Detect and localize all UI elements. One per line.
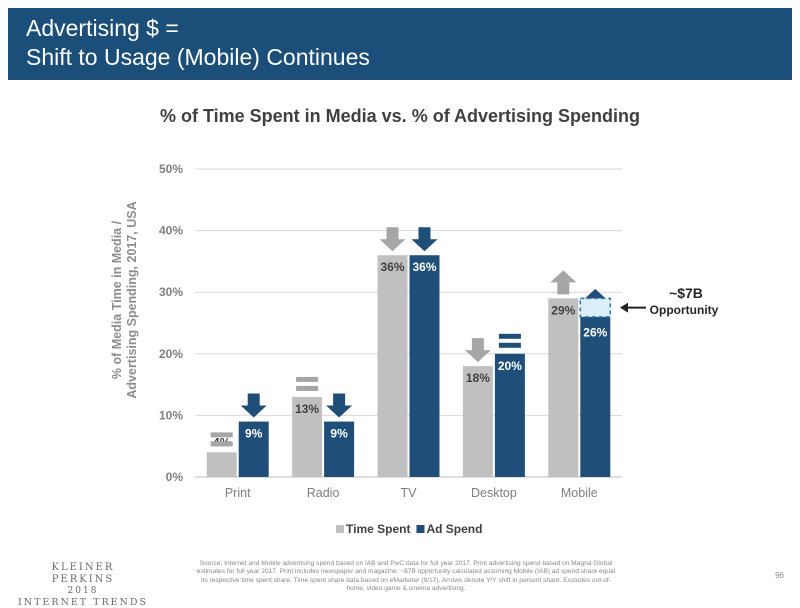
yoy-flat-icon-radio-time-spent-bar-1 xyxy=(296,376,319,382)
data-label-radio-ad-spend: 9% xyxy=(330,427,348,441)
legend-swatch-ad-spend xyxy=(416,525,425,533)
y-tick-label: 50% xyxy=(159,162,183,176)
x-tick-label: TV xyxy=(401,486,418,500)
logo-line-2: 2018 xyxy=(67,586,99,596)
legend-label-time-spent: Time Spent xyxy=(346,522,410,536)
bar-tv-time-spent xyxy=(377,255,408,477)
x-tick-label: Mobile xyxy=(561,486,598,500)
data-label-mobile-time-spent: 29% xyxy=(551,303,575,317)
yoy-flat-icon-desktop-ad-spend-bar-2 xyxy=(498,342,521,348)
y-axis-label-line-2: Advertising Spending, 2017, USA xyxy=(125,201,139,398)
slide-title-line-2: Shift to Usage (Mobile) Continues xyxy=(26,44,370,70)
bar-radio-time-spent xyxy=(292,396,323,477)
data-label-desktop-ad-spend: 20% xyxy=(498,359,522,373)
data-label-mobile-ad-spend: 26% xyxy=(583,325,607,339)
yoy-down-icon-tv-ad-spend xyxy=(411,227,438,252)
yoy-flat-icon-radio-time-spent-bar-2 xyxy=(296,385,319,391)
bar-desktop-time-spent xyxy=(462,366,493,477)
data-label-print-ad-spend: 9% xyxy=(245,427,263,441)
y-tick-label: 30% xyxy=(159,285,183,299)
bar-print-time-spent xyxy=(206,452,237,477)
opportunity-box xyxy=(579,297,612,318)
y-tick-label: 40% xyxy=(159,224,183,238)
slide-title-line-1: Advertising $ = xyxy=(26,15,179,41)
kleiner-perkins-logo: KLEINER PERKINS 2018 INTERNET TRENDS xyxy=(18,562,148,608)
source-note: Source: Internet and Mobile advertising … xyxy=(196,560,616,592)
data-label-tv-ad-spend: 36% xyxy=(412,260,436,274)
data-label-tv-time-spent: 36% xyxy=(380,260,404,274)
bar-tv-ad-spend xyxy=(409,255,440,477)
yoy-flat-icon-print-time-spent-bar-2 xyxy=(210,441,233,447)
bar-mobile-time-spent xyxy=(548,298,579,477)
data-label-radio-time-spent: 13% xyxy=(295,402,319,416)
logo-line-3: INTERNET TRENDS xyxy=(18,597,148,608)
bar-print-ad-spend xyxy=(238,421,269,477)
y-axis-label: % of Media Time in Media /Advertising Sp… xyxy=(110,201,139,398)
y-axis-label-line-1: % of Media Time in Media / xyxy=(110,220,124,379)
legend-swatch-time-spent xyxy=(336,525,344,533)
y-tick-label: 10% xyxy=(159,408,183,422)
page-number: 96 xyxy=(775,571,784,580)
x-tick-label: Desktop xyxy=(471,486,517,500)
yoy-down-icon-desktop-time-spent xyxy=(464,338,491,363)
yoy-up-icon-mobile-time-spent xyxy=(550,270,577,295)
bar-mobile-ad-spend xyxy=(580,316,611,477)
logo-line-1: KLEINER PERKINS xyxy=(51,562,115,585)
data-label-desktop-time-spent: 18% xyxy=(466,371,490,385)
chart-title: % of Time Spent in Media vs. % of Advert… xyxy=(159,106,641,126)
yoy-flat-icon-print-time-spent-bar-1 xyxy=(210,432,233,438)
legend-label-ad-spend: Ad Spend xyxy=(426,522,482,536)
yoy-flat-icon-desktop-ad-spend-bar-1 xyxy=(498,333,521,339)
bar-desktop-ad-spend xyxy=(494,353,525,477)
y-tick-label: 0% xyxy=(166,470,184,484)
opportunity-arrow-icon xyxy=(620,302,628,313)
bar-radio-ad-spend xyxy=(324,421,355,477)
opportunity-label: Opportunity xyxy=(650,303,719,317)
yoy-down-icon-print-ad-spend xyxy=(240,393,267,418)
yoy-down-icon-radio-ad-spend xyxy=(326,393,353,418)
x-tick-label: Radio xyxy=(307,486,340,500)
x-tick-label: Print xyxy=(225,486,251,500)
y-tick-label: 20% xyxy=(159,347,183,361)
yoy-down-icon-tv-time-spent xyxy=(379,227,406,252)
opportunity-amount: ~$7B xyxy=(669,285,703,301)
slide-header: Advertising $ = Shift to Usage (Mobile) … xyxy=(8,8,792,80)
